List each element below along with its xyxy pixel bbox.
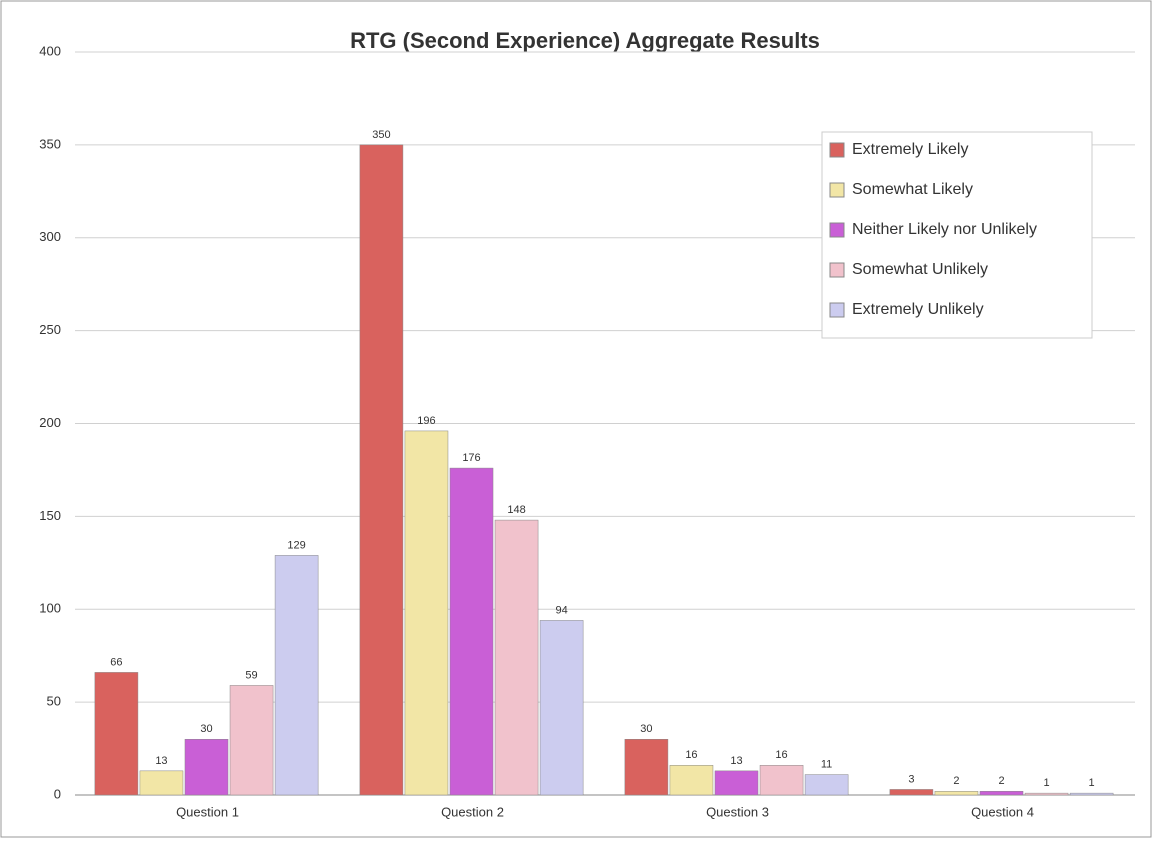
y-tick-label: 150 [39,508,61,523]
value-label: 16 [775,749,787,761]
value-label: 176 [462,452,480,464]
bar [715,771,758,795]
legend-swatch [830,183,844,197]
legend-label: Somewhat Likely [852,181,973,198]
legend-label: Somewhat Unlikely [852,261,988,278]
y-tick-label: 0 [54,786,61,801]
bar [935,791,978,795]
legend-label: Neither Likely nor Unlikely [852,221,1037,238]
x-tick-label: Question 4 [971,804,1034,819]
value-label: 16 [685,749,697,761]
legend-label: Extremely Unlikely [852,301,984,318]
bar [805,775,848,795]
value-label: 13 [730,755,742,767]
bar [980,791,1023,795]
bar [230,685,273,795]
y-tick-label: 400 [39,43,61,58]
bar [185,739,228,795]
value-label: 2 [953,775,959,787]
bar [360,145,403,795]
bar [275,555,318,795]
bar [890,789,933,795]
x-tick-label: Question 1 [176,804,239,819]
legend-label: Extremely Likely [852,141,968,158]
value-label: 13 [155,755,167,767]
value-label: 59 [245,669,257,681]
y-tick-label: 250 [39,322,61,337]
legend-swatch [830,303,844,317]
value-label: 11 [821,758,832,770]
value-label: 66 [110,656,122,668]
bar [670,765,713,795]
bar [760,765,803,795]
legend-swatch [830,143,844,157]
value-label: 1 [1043,777,1049,789]
y-tick-label: 200 [39,415,61,430]
value-label: 94 [555,604,567,616]
x-tick-label: Question 3 [706,804,769,819]
value-label: 30 [640,723,652,735]
x-tick-label: Question 2 [441,804,504,819]
bar [405,431,448,795]
legend-swatch [830,223,844,237]
bar [540,620,583,795]
value-label: 148 [507,504,525,516]
bar [140,771,183,795]
value-label: 129 [287,539,305,551]
y-tick-label: 100 [39,601,61,616]
value-label: 3 [908,773,914,785]
y-tick-label: 300 [39,229,61,244]
value-label: 350 [372,129,390,141]
value-label: 1 [1089,777,1095,789]
y-tick-label: 50 [47,694,61,709]
y-tick-label: 350 [39,136,61,151]
value-label: 30 [200,723,212,735]
bar [1070,793,1113,795]
bar [495,520,538,795]
value-label: 196 [417,415,435,427]
page: {"chart_data": {"type": "bar", "title": … [0,0,1152,843]
value-label: 2 [998,775,1004,787]
chart: RTG (Second Experience) Aggregate Result… [0,0,1152,838]
bar [450,468,493,795]
bar [625,739,668,795]
chart-title: RTG (Second Experience) Aggregate Result… [350,28,820,53]
legend-swatch [830,263,844,277]
bar [1025,793,1068,795]
bar [95,672,138,795]
